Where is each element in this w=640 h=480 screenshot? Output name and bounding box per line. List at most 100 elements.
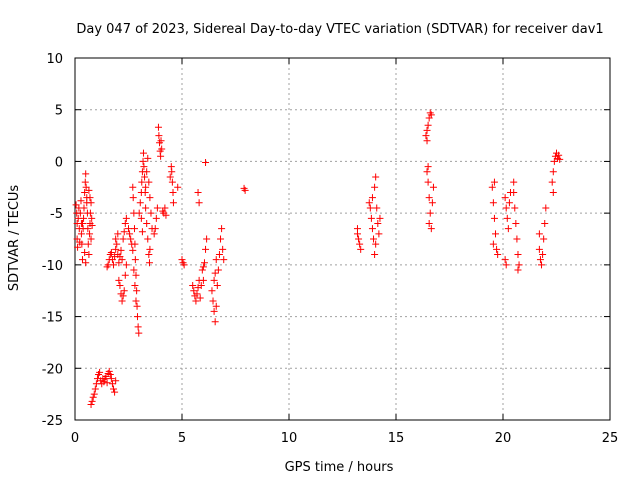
data-point xyxy=(135,329,143,337)
data-point xyxy=(538,261,546,269)
data-point xyxy=(78,240,86,248)
data-point xyxy=(86,230,94,238)
data-point xyxy=(211,269,219,277)
data-point xyxy=(119,235,127,243)
data-point xyxy=(366,204,374,212)
data-point xyxy=(539,251,547,259)
data-point xyxy=(212,256,220,264)
data-point xyxy=(84,240,92,248)
data-point xyxy=(85,186,93,194)
data-point xyxy=(208,287,216,295)
data-point xyxy=(132,271,140,279)
data-point xyxy=(424,163,432,171)
data-point xyxy=(211,318,219,326)
data-point xyxy=(137,214,145,222)
data-point xyxy=(82,259,90,267)
data-point xyxy=(121,219,129,227)
data-point xyxy=(425,219,433,227)
x-tick-label: 10 xyxy=(281,431,298,446)
data-point xyxy=(202,158,210,166)
data-point xyxy=(133,313,141,321)
data-point xyxy=(139,149,147,157)
data-point xyxy=(127,235,135,243)
data-point xyxy=(130,266,138,274)
data-point xyxy=(118,256,126,264)
data-point xyxy=(424,121,432,129)
data-point xyxy=(501,194,509,202)
data-point xyxy=(169,199,177,207)
data-point xyxy=(125,225,132,233)
data-point xyxy=(213,282,221,290)
data-point xyxy=(423,168,431,176)
data-point xyxy=(130,225,138,233)
data-point xyxy=(502,204,510,212)
data-point xyxy=(368,225,376,233)
data-point xyxy=(549,168,557,176)
data-point xyxy=(91,385,99,393)
y-tick-label: 0 xyxy=(55,155,63,170)
data-point xyxy=(138,228,146,236)
data-point xyxy=(112,377,120,385)
data-point xyxy=(133,287,141,295)
data-point xyxy=(110,261,118,269)
data-point xyxy=(81,188,89,196)
data-point xyxy=(133,302,141,310)
data-point xyxy=(112,235,120,243)
y-tick-label: -5 xyxy=(50,207,63,222)
data-point xyxy=(174,183,182,191)
x-tick-label: 0 xyxy=(71,431,79,446)
data-point xyxy=(505,199,513,207)
data-point xyxy=(353,225,361,233)
axis-ticks: 0 5 10 15 20 25 -25 -20 -15 -10 -5 0 5 10 xyxy=(42,52,619,446)
data-point xyxy=(107,248,115,256)
data-point xyxy=(427,111,435,119)
data-point xyxy=(209,297,217,305)
data-point xyxy=(87,400,95,408)
data-point xyxy=(189,282,197,290)
data-point xyxy=(158,145,166,153)
data-point xyxy=(82,170,90,178)
data-point xyxy=(219,245,227,253)
data-point xyxy=(145,178,153,186)
data-point xyxy=(423,126,431,134)
x-tick-label: 15 xyxy=(388,431,405,446)
data-point xyxy=(96,368,104,376)
data-point xyxy=(90,390,98,398)
data-point xyxy=(357,245,365,253)
data-point xyxy=(86,209,94,217)
data-point xyxy=(542,204,550,212)
data-point xyxy=(424,178,432,186)
data-point xyxy=(423,137,431,145)
data-point xyxy=(147,209,155,217)
data-point xyxy=(162,211,170,219)
data-point xyxy=(241,186,249,194)
data-point xyxy=(540,235,548,243)
data-point xyxy=(81,248,89,256)
data-point xyxy=(214,266,222,274)
data-point xyxy=(199,276,207,284)
data-point xyxy=(356,240,364,248)
data-point xyxy=(121,271,129,279)
data-point xyxy=(88,214,96,222)
data-point xyxy=(535,245,543,253)
data-point xyxy=(112,245,120,253)
data-point xyxy=(212,302,220,310)
data-point xyxy=(144,235,152,243)
data-point xyxy=(146,245,154,253)
data-point xyxy=(76,209,84,217)
y-tick-label: -20 xyxy=(42,362,63,377)
data-point xyxy=(541,219,549,227)
data-series xyxy=(72,109,564,408)
data-point xyxy=(535,230,543,238)
data-point xyxy=(146,194,154,202)
data-point xyxy=(193,290,201,298)
data-point xyxy=(106,370,114,378)
data-point xyxy=(556,155,564,163)
data-point xyxy=(536,256,544,264)
data-point xyxy=(548,178,556,186)
data-point xyxy=(555,151,563,159)
data-point xyxy=(78,256,86,264)
data-point xyxy=(490,178,498,186)
data-point xyxy=(81,178,89,186)
